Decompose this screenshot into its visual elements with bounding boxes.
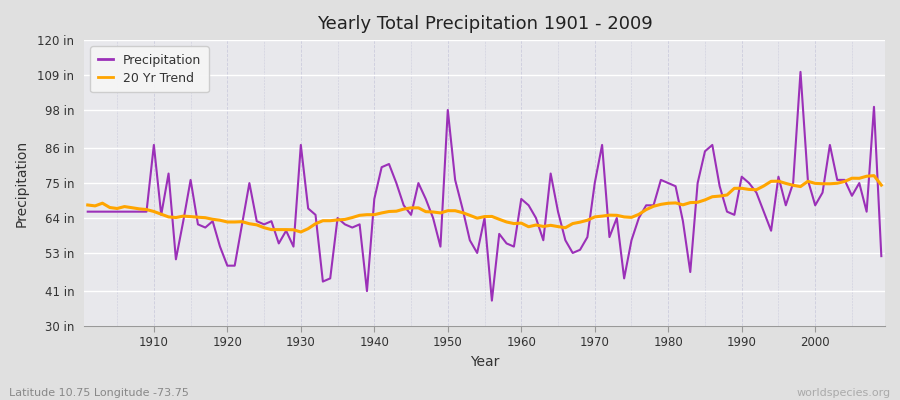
Precipitation	[611, 216, 622, 220]
20 Yr Trend	[876, 183, 886, 188]
Precipitation	[82, 209, 93, 214]
20 Yr Trend	[141, 207, 152, 212]
20 Yr Trend	[82, 202, 93, 207]
Line: Precipitation: Precipitation	[87, 72, 881, 301]
Text: worldspecies.org: worldspecies.org	[796, 388, 891, 398]
20 Yr Trend	[611, 213, 622, 218]
Precipitation	[302, 206, 313, 211]
Precipitation	[346, 225, 357, 230]
Precipitation	[516, 196, 526, 201]
Legend: Precipitation, 20 Yr Trend: Precipitation, 20 Yr Trend	[90, 46, 209, 92]
Precipitation	[795, 70, 806, 74]
X-axis label: Year: Year	[470, 355, 500, 369]
Text: Latitude 10.75 Longitude -73.75: Latitude 10.75 Longitude -73.75	[9, 388, 189, 398]
Line: 20 Yr Trend: 20 Yr Trend	[87, 176, 881, 232]
20 Yr Trend	[310, 221, 321, 226]
Title: Yearly Total Precipitation 1901 - 2009: Yearly Total Precipitation 1901 - 2009	[317, 15, 652, 33]
20 Yr Trend	[355, 213, 365, 218]
20 Yr Trend	[295, 230, 306, 234]
Y-axis label: Precipitation: Precipitation	[15, 140, 29, 227]
20 Yr Trend	[523, 224, 534, 229]
Precipitation	[876, 254, 886, 258]
Precipitation	[487, 298, 498, 303]
20 Yr Trend	[868, 173, 879, 178]
Precipitation	[141, 209, 152, 214]
20 Yr Trend	[516, 221, 526, 226]
Precipitation	[523, 203, 534, 208]
